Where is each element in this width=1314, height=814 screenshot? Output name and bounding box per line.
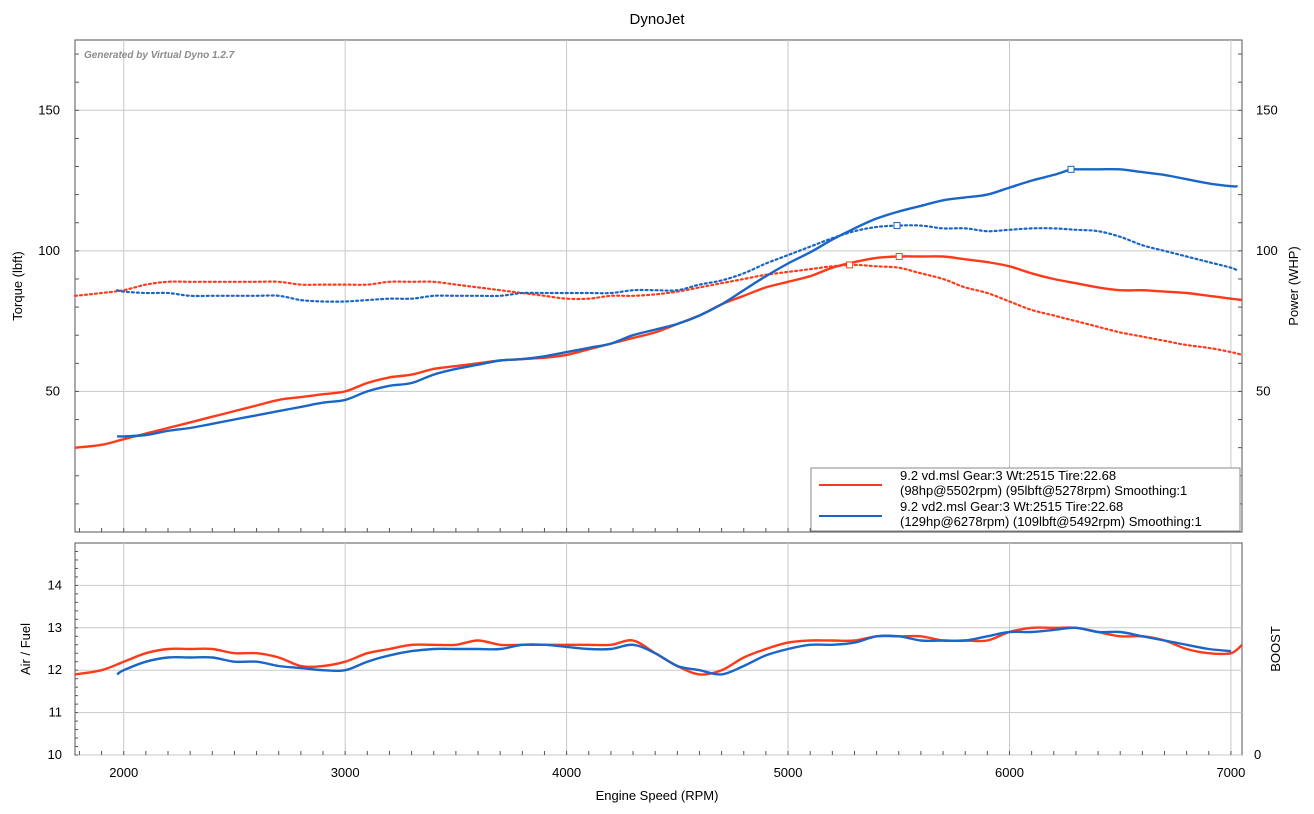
peak-torque-marker-series-1 (846, 261, 854, 269)
x-axis-label: Engine Speed (RPM) (596, 788, 719, 803)
top-left-tick-labels: 50 100 150 (38, 102, 60, 398)
rpm-tick-label: 5000 (774, 765, 803, 780)
legend-entry-2-line-1: 9.2 vd2.msl Gear:3 Wt:2515 Tire:22.68 (900, 499, 1123, 514)
afr-curve-series-2 (116, 626, 1231, 676)
torque-axis-label: Torque (lbft) (10, 251, 25, 320)
boost-tick-label: 0 (1254, 747, 1261, 762)
afr-tick-label: 12 (48, 662, 62, 677)
top-gridlines (75, 40, 1242, 532)
legend-box (810, 467, 1241, 532)
boost-axis-label: BOOST (1268, 626, 1283, 672)
torque-tick-label: 150 (38, 102, 60, 117)
afr-tick-label: 13 (48, 620, 62, 635)
rpm-tick-label: 6000 (995, 765, 1024, 780)
afr-tick-label: 11 (49, 705, 63, 720)
rpm-tick-label: 3000 (331, 765, 360, 780)
top-panel-frame (74, 39, 1243, 533)
top-series-group (73, 165, 1244, 449)
torque-curve-series-1 (73, 263, 1244, 356)
bottom-panel-frame (74, 542, 1243, 756)
bottom-gridlines (75, 542, 1242, 756)
peak-power-marker-series-2 (1067, 165, 1075, 173)
chart-title: DynoJet (629, 11, 685, 28)
top-right-tick-labels: 50 100 150 (1256, 102, 1278, 398)
power-tick-label: 100 (1256, 243, 1278, 258)
rpm-tick-label: 7000 (1216, 765, 1245, 780)
x-tick-labels: 2000 3000 4000 5000 6000 7000 (109, 765, 1245, 780)
torque-tick-label: 100 (38, 243, 60, 258)
peak-power-marker-series-1 (895, 252, 903, 260)
watermark: Generated by Virtual Dyno 1.2.7 (84, 50, 235, 61)
legend: 9.2 vd.msl Gear:3 Wt:2515 Tire:22.68 (98… (810, 467, 1241, 532)
afr-tick-labels: 10 11 12 13 14 (48, 577, 62, 762)
legend-entry-2-line-2: (129hp@6278rpm) (109lbft@5492rpm) Smooth… (900, 514, 1202, 529)
power-curve-series-1 (74, 255, 1243, 449)
power-curve-series-2 (117, 167, 1238, 438)
rpm-tick-label: 4000 (552, 765, 581, 780)
power-axis-label: Power (WHP) (1286, 246, 1301, 325)
afr-curve-series-1 (74, 626, 1243, 676)
afr-axis-label: Air / Fuel (18, 623, 33, 675)
legend-entry-1-line-1: 9.2 vd.msl Gear:3 Wt:2515 Tire:22.68 (900, 468, 1116, 483)
afr-tick-label: 10 (48, 747, 62, 762)
peak-torque-marker-series-2 (893, 222, 901, 230)
torque-curve-series-2 (116, 224, 1239, 303)
legend-entry-1-line-2: (98hp@5502rpm) (95lbft@5278rpm) Smoothin… (900, 483, 1187, 498)
bottom-series-group (74, 626, 1243, 676)
afr-tick-label: 14 (48, 577, 62, 592)
torque-tick-label: 50 (46, 383, 60, 398)
power-tick-label: 150 (1256, 102, 1278, 117)
power-tick-label: 50 (1256, 383, 1270, 398)
rpm-tick-label: 2000 (109, 765, 138, 780)
